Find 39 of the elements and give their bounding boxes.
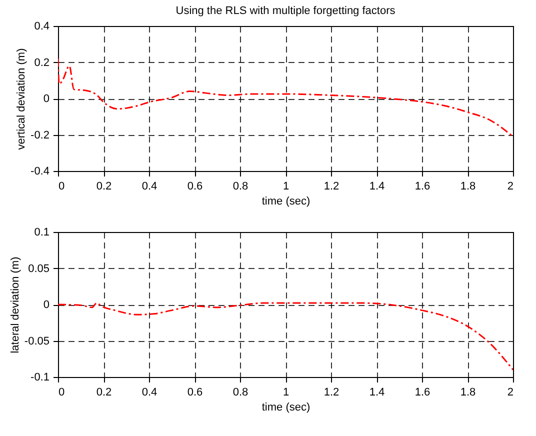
line-series <box>58 302 513 370</box>
y-tick-label: -0.05 <box>24 335 50 348</box>
x-tick-label: 1.8 <box>460 386 476 398</box>
x-tick-label: 0.6 <box>187 180 203 192</box>
x-axis-title: time (sec) <box>262 402 310 414</box>
x-tick-label: 0.8 <box>232 386 248 398</box>
y-tick-label: 0.2 <box>34 56 50 69</box>
x-tick-label: 1.6 <box>414 386 430 398</box>
x-tick-label: 1.2 <box>324 180 340 192</box>
x-tick-label: 0.4 <box>142 386 158 398</box>
x-tick-label: 0.6 <box>187 386 203 398</box>
x-tick-label: 0.2 <box>96 386 112 398</box>
y-tick-label: 0 <box>43 299 50 311</box>
y-tick-label: 0.4 <box>34 20 50 32</box>
y-axis-title: vertical deviation (m) <box>16 48 28 150</box>
y-axis-title: lateral deviation (m) <box>9 256 22 354</box>
y-tick-label: -0.1 <box>30 372 50 384</box>
x-tick-label: 1 <box>282 386 290 398</box>
y-tick-label: -0.4 <box>30 166 50 178</box>
x-tick-label: 1.4 <box>369 386 385 398</box>
x-axis-title: time (sec) <box>262 196 310 208</box>
x-tick-label: 2 <box>507 180 514 192</box>
x-tick-label: 1.6 <box>414 180 430 192</box>
line-series <box>58 58 513 138</box>
x-tick-label: 0 <box>58 386 65 398</box>
x-tick-label: 0.8 <box>232 180 248 192</box>
y-tick-label: 0 <box>43 93 50 105</box>
x-tick-label: 1 <box>282 180 290 192</box>
x-tick-label: 1.4 <box>369 180 385 192</box>
x-tick-label: 1.2 <box>324 386 340 398</box>
chart-title: Using the RLS with multiple forgetting factors <box>176 5 396 17</box>
x-tick-label: 0.2 <box>96 180 112 192</box>
x-tick-label: 0 <box>58 180 65 192</box>
y-tick-label: 0.05 <box>28 262 50 275</box>
x-tick-label: 1.8 <box>460 180 476 192</box>
y-tick-label: 0.1 <box>34 226 50 238</box>
y-tick-label: -0.2 <box>30 129 50 142</box>
x-tick-label: 2 <box>507 386 514 398</box>
x-tick-label: 0.4 <box>142 180 158 192</box>
